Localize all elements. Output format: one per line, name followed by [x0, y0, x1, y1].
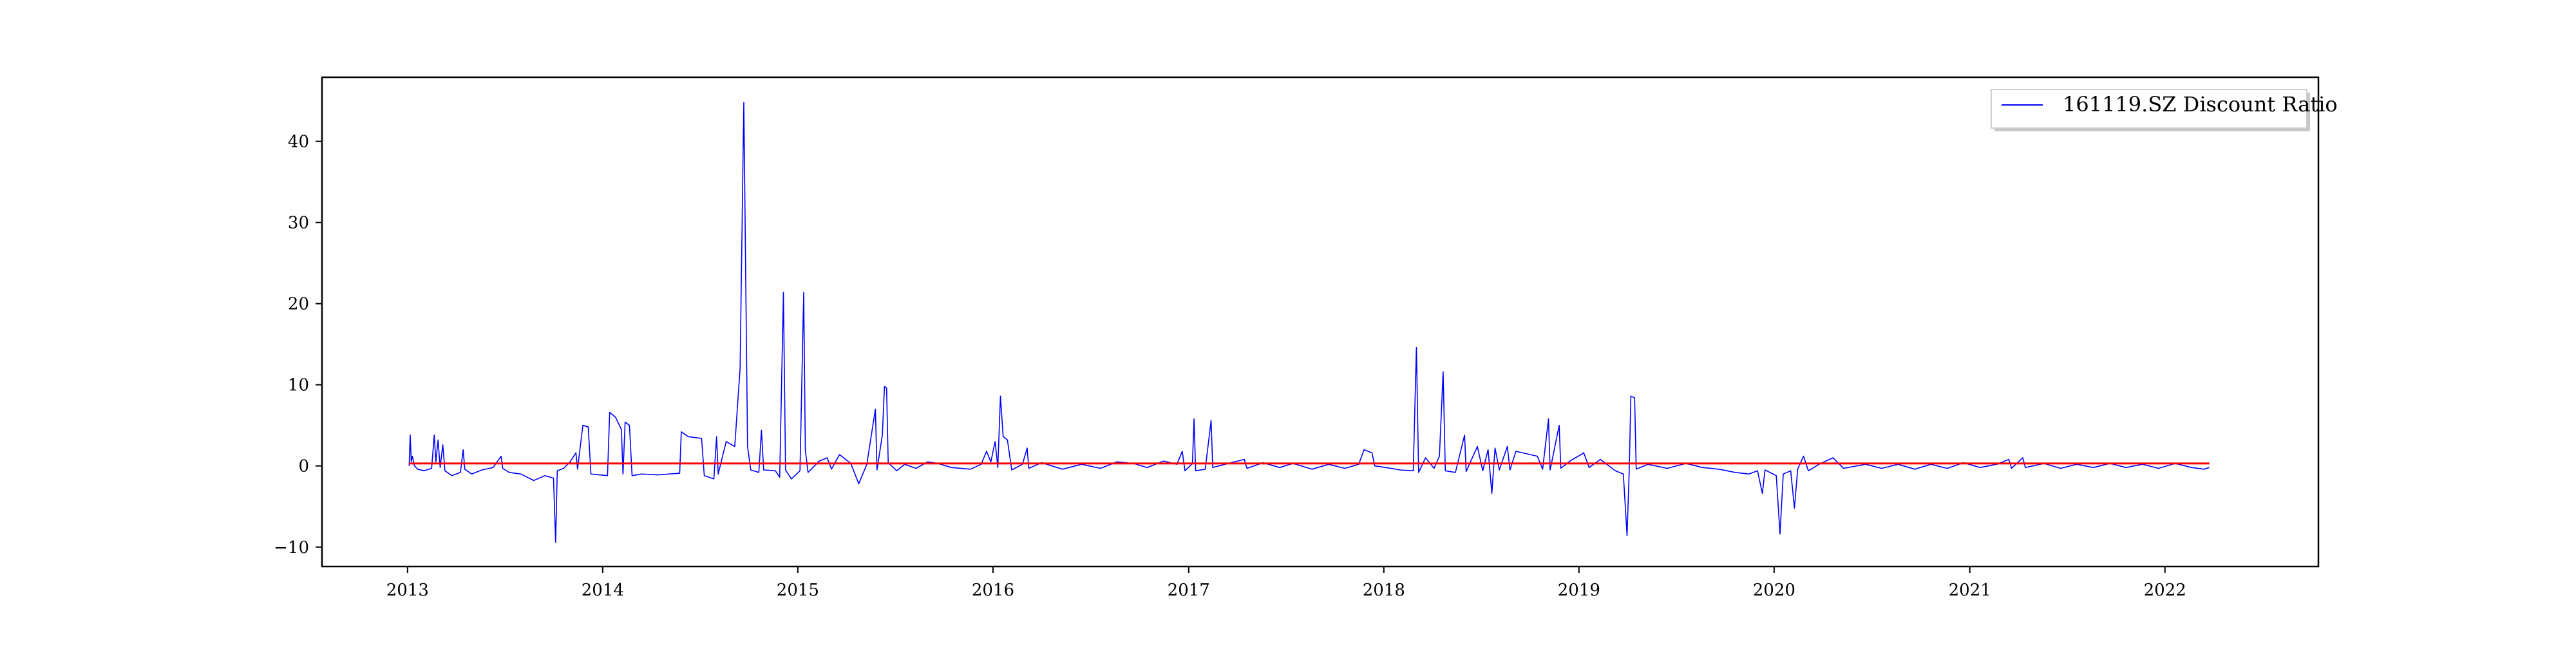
y-tick-label-40: 40 [288, 133, 309, 152]
y-tick-label-0: 0 [298, 457, 309, 476]
x-tick-label-2018: 2018 [1363, 581, 1405, 600]
x-tick-label-2016: 2016 [972, 581, 1014, 600]
x-tick-label-2020: 2020 [1753, 581, 1795, 600]
x-tick-label-2019: 2019 [1558, 581, 1600, 600]
x-tick-label-2013: 2013 [386, 581, 429, 600]
plot-area-frame [321, 76, 2320, 568]
series-layer [408, 102, 2210, 543]
x-tick-label-2021: 2021 [1949, 581, 1991, 600]
x-tick-label-2022: 2022 [2144, 581, 2186, 600]
x-tick-label-2014: 2014 [582, 581, 624, 600]
legend: 161119.SZ Discount Ratio [1991, 89, 2338, 131]
y-tick-label-10: 10 [288, 376, 309, 395]
x-tick-label-2015: 2015 [777, 581, 819, 600]
y-tick-label-30: 30 [288, 214, 309, 233]
x-tick-label-2017: 2017 [1168, 581, 1210, 600]
y-tick-label-minus10: −10 [274, 538, 309, 558]
legend-entry-label: 161119.SZ Discount Ratio [2063, 92, 2338, 117]
legend-box [1991, 89, 2307, 129]
series-line-161119-sz-discount-ratio [408, 102, 2210, 543]
y-tick-label-20: 20 [288, 295, 309, 314]
axes-layer: 2013 2014 2015 2016 2017 2018 2019 2020 2021 2022… [274, 133, 2186, 600]
